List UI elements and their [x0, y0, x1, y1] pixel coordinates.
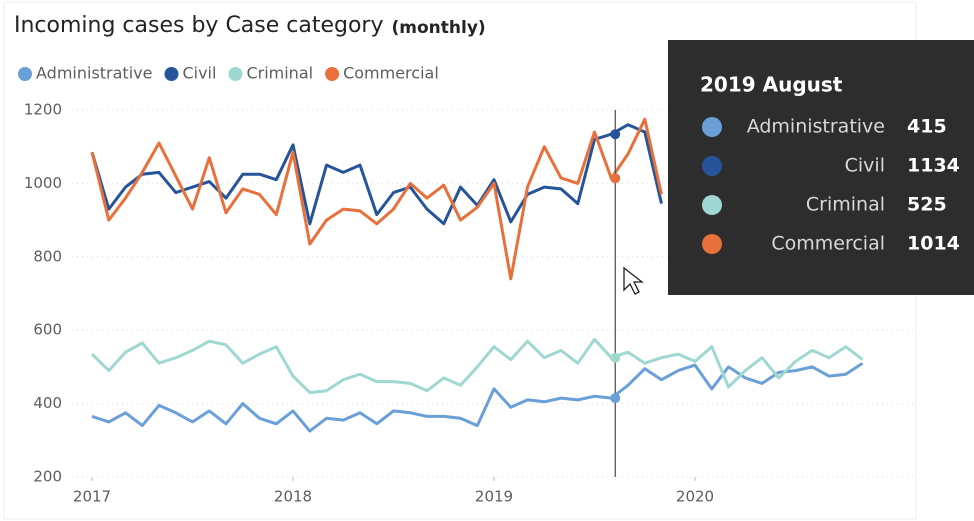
- tooltip-value: 415: [907, 116, 947, 138]
- legend-swatch: [325, 67, 340, 81]
- series-line: [90, 117, 663, 281]
- hover-marker: [610, 173, 621, 184]
- legend: Administrative Civil Criminal Commercial: [18, 64, 439, 83]
- tooltip-value: 525: [907, 194, 947, 216]
- tooltip-label: Civil: [845, 155, 885, 177]
- chart-subtitle: (monthly): [392, 18, 486, 38]
- tooltip-value: 1134: [907, 155, 960, 177]
- plot-area: 200 400 600 800 1000 1200 2017 2018 2019 2020: [24, 101, 915, 506]
- tooltip: 2019 August Administrative 415 Civil 1134 Cr…: [668, 40, 974, 295]
- tooltip-swatch: [702, 156, 722, 176]
- tooltip-swatch: [702, 195, 722, 215]
- series-line: [91, 361, 864, 433]
- legend-swatch: [18, 67, 32, 81]
- x-tick-label: 2019: [475, 488, 513, 506]
- y-tick-label: 1200: [24, 101, 62, 119]
- chart-title: Incoming cases by Case category: [14, 13, 384, 38]
- y-tick-label: 600: [33, 321, 62, 339]
- tooltip-swatch: [702, 234, 722, 254]
- y-tick-label: 200: [33, 468, 62, 486]
- y-tick-label: 800: [33, 247, 62, 265]
- tooltip-swatch: [702, 117, 722, 137]
- x-tick-label: 2020: [676, 488, 714, 506]
- y-tick-label: 1000: [24, 174, 62, 192]
- legend-label: Civil: [182, 64, 216, 83]
- hover-marker: [610, 393, 621, 404]
- legend-label: Criminal: [246, 64, 313, 83]
- hover-marker: [610, 352, 621, 363]
- legend-swatch: [164, 67, 179, 81]
- x-tick-label: 2017: [73, 488, 111, 506]
- tooltip-label: Criminal: [806, 194, 885, 216]
- hover-marker: [610, 129, 621, 140]
- tooltip-label: Commercial: [771, 233, 885, 255]
- series-line: [90, 123, 663, 226]
- x-tick-label: 2018: [274, 488, 312, 506]
- legend-label: Administrative: [36, 64, 152, 83]
- cursor-icon: [623, 266, 644, 295]
- series-line: [90, 337, 864, 395]
- tooltip-title: 2019 August: [700, 73, 843, 97]
- legend-label: Commercial: [343, 64, 439, 83]
- tooltip-value: 1014: [907, 233, 960, 255]
- legend-swatch: [228, 67, 243, 81]
- y-tick-label: 400: [33, 394, 62, 412]
- tooltip-label: Administrative: [747, 116, 885, 138]
